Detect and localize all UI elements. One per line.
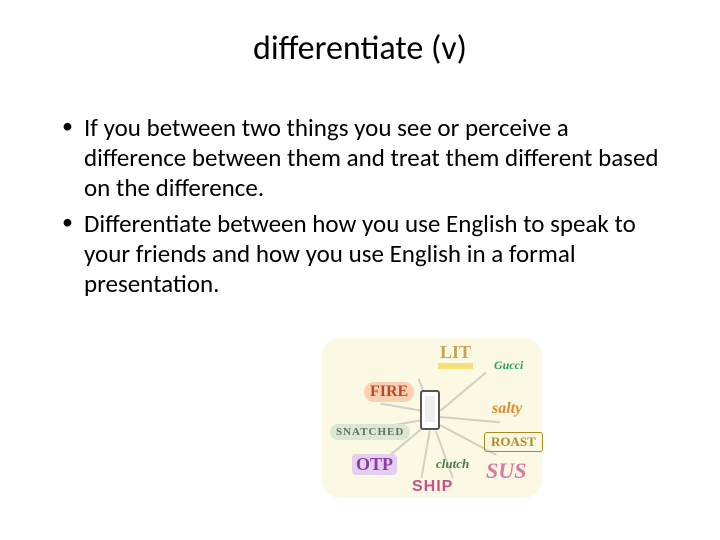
slide-body: If you between two things you see or per… (40, 113, 680, 299)
phone-icon (420, 390, 440, 430)
slide: differentiate (v) If you between two thi… (0, 0, 720, 540)
word-lit: LIT (438, 342, 473, 369)
word-clutch: clutch (436, 456, 469, 472)
word-gucci: Gucci (494, 358, 523, 373)
word-sus: SUS (486, 458, 526, 484)
slide-title: differentiate (v) (40, 28, 680, 69)
word-fire: FIRE (364, 382, 414, 402)
word-otp: OTP (352, 454, 397, 475)
word-ship: SHIP (412, 478, 453, 496)
bullet-list: If you between two things you see or per… (62, 113, 670, 299)
slang-wordcloud-graphic: LIT Gucci FIRE salty SNATCHED ROAST OTP … (322, 338, 542, 498)
bullet-item: If you between two things you see or per… (62, 113, 670, 203)
word-roast: ROAST (484, 432, 543, 452)
word-salty: salty (492, 400, 522, 418)
bullet-item: Differentiate between how you use Englis… (62, 209, 670, 299)
word-snatched: SNATCHED (330, 424, 410, 440)
